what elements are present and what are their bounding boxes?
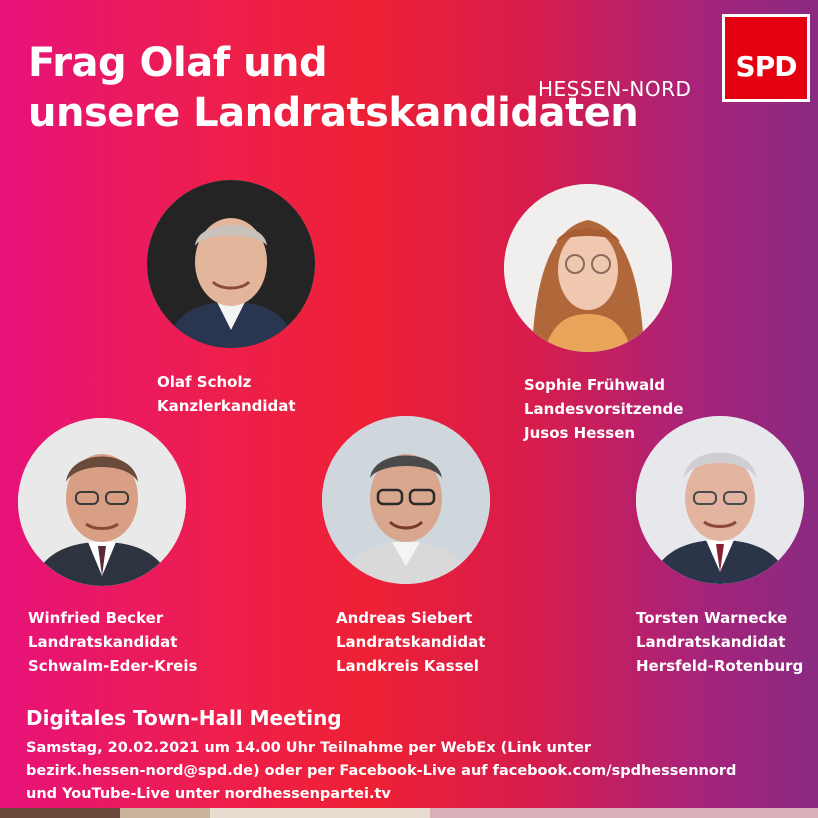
person-district: Hersfeld-Rotenburg xyxy=(636,657,804,675)
person-role: Landratskandidat xyxy=(636,633,786,651)
man-portrait-photo xyxy=(147,180,315,348)
person-role: Kanzlerkandidat xyxy=(157,397,296,415)
event-details: Samstag, 20.02.2021 um 14.00 Uhr Teilnah… xyxy=(26,737,736,806)
photo-strip-segment xyxy=(0,808,120,818)
spd-logo: SPD xyxy=(722,14,810,102)
woman-portrait-photo xyxy=(504,184,672,352)
bottom-photo-strip xyxy=(0,808,818,818)
caption-sophie-fruehwald: Sophie Frühwald Landesvorsitzende Jusos … xyxy=(524,373,683,445)
headline-line-2: unsere Landratskandidaten xyxy=(28,90,639,136)
photo-strip-segment xyxy=(430,808,818,818)
photo-strip-segment xyxy=(210,808,430,818)
portrait-sophie-fruehwald xyxy=(504,184,672,352)
person-name: Winfried Becker xyxy=(28,609,164,627)
person-name: Andreas Siebert xyxy=(336,609,473,627)
caption-winfried-becker: Winfried Becker Landratskandidat Schwalm… xyxy=(28,606,197,678)
region-label: HESSEN-NORD xyxy=(538,77,692,101)
caption-andreas-siebert: Andreas Siebert Landratskandidat Landkre… xyxy=(336,606,485,678)
portrait-winfried-becker xyxy=(18,418,186,586)
person-district: Schwalm-Eder-Kreis xyxy=(28,657,198,675)
portrait-andreas-siebert xyxy=(322,416,490,584)
spd-logo-text: SPD xyxy=(735,49,798,83)
caption-torsten-warnecke: Torsten Warnecke Landratskandidat Hersfe… xyxy=(636,606,803,678)
portrait-torsten-warnecke xyxy=(636,416,804,584)
event-details-line-1: Samstag, 20.02.2021 um 14.00 Uhr Teilnah… xyxy=(26,740,592,756)
person-role: Landratskandidat xyxy=(28,633,178,651)
person-role: Landratskandidat xyxy=(336,633,486,651)
person-organisation: Jusos Hessen xyxy=(524,424,636,442)
poster-headline: Frag Olaf und unsere Landratskandidaten xyxy=(28,38,639,138)
event-details-line-3: und YouTube-Live unter nordhessenpartei.… xyxy=(26,786,391,802)
photo-strip-segment xyxy=(120,808,210,818)
man-portrait-photo xyxy=(322,416,490,584)
caption-olaf-scholz: Olaf Scholz Kanzlerkandidat xyxy=(157,370,296,418)
event-details-line-2: bezirk.hessen-nord@spd.de) oder per Face… xyxy=(26,763,737,779)
portrait-olaf-scholz xyxy=(147,180,315,348)
man-portrait-photo xyxy=(18,418,186,586)
person-name: Sophie Frühwald xyxy=(524,376,665,394)
headline-line-1: Frag Olaf und xyxy=(28,40,328,86)
person-district: Landkreis Kassel xyxy=(336,657,479,675)
person-name: Olaf Scholz xyxy=(157,373,252,391)
person-name: Torsten Warnecke xyxy=(636,609,788,627)
man-portrait-photo xyxy=(636,416,804,584)
person-role: Landesvorsitzende xyxy=(524,400,684,418)
event-title: Digitales Town-Hall Meeting xyxy=(26,706,342,730)
